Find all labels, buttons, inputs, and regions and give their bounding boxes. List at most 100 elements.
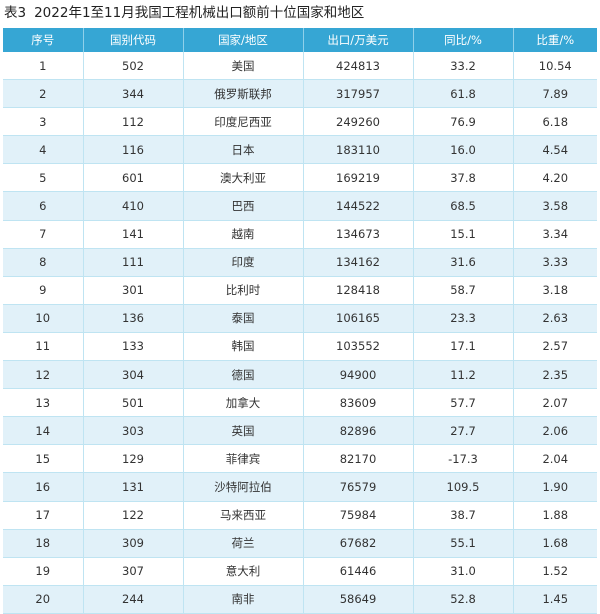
cell-index: 16 (3, 472, 84, 502)
cell-country: 马来西亚 (183, 501, 304, 530)
cell-country-code: 122 (83, 501, 184, 530)
cell-country: 巴西 (183, 191, 304, 221)
cell-country-code: 502 (83, 52, 184, 81)
table-row: 12 304 德国 94900 11.2 2.35 (3, 360, 597, 390)
table-row: 13 501 加拿大 83609 57.7 2.07 (3, 388, 597, 418)
table-caption: 表3 2022年1至11月我国工程机械出口额前十位国家和地区 (4, 2, 364, 24)
cell-country: 德国 (183, 360, 304, 390)
cell-share: 3.18 (513, 276, 597, 305)
cell-country: 越南 (183, 220, 304, 249)
cell-yoy: 16.0 (413, 135, 514, 165)
table-row: 1 502 美国 424813 33.2 10.54 (3, 52, 597, 81)
cell-country-code: 303 (83, 416, 184, 446)
table-caption-title: 2022年1至11月我国工程机械出口额前十位国家和地区 (34, 5, 365, 21)
header-country: 国家/地区 (183, 28, 304, 52)
cell-country: 荷兰 (183, 529, 304, 558)
cell-share: 1.88 (513, 501, 597, 530)
cell-index: 17 (3, 501, 84, 530)
cell-country: 比利时 (183, 276, 304, 305)
cell-share: 2.57 (513, 332, 597, 362)
cell-country-code: 309 (83, 529, 184, 558)
cell-index: 1 (3, 52, 84, 81)
cell-yoy: 31.6 (413, 248, 514, 277)
cell-country-code: 410 (83, 191, 184, 221)
cell-yoy: 37.8 (413, 163, 514, 193)
cell-export-value: 67682 (303, 529, 414, 558)
table-row: 16 131 沙特阿拉伯 76579 109.5 1.90 (3, 472, 597, 502)
cell-country: 印度尼西亚 (183, 107, 304, 137)
cell-yoy: 55.1 (413, 529, 514, 558)
cell-export-value: 82896 (303, 416, 414, 446)
cell-yoy: 33.2 (413, 52, 514, 81)
cell-index: 7 (3, 220, 84, 249)
cell-index: 4 (3, 135, 84, 165)
cell-index: 9 (3, 276, 84, 305)
table-row: 11 133 韩国 103552 17.1 2.57 (3, 332, 597, 362)
cell-share: 10.54 (513, 52, 597, 81)
table-row: 10 136 泰国 106165 23.3 2.63 (3, 304, 597, 333)
cell-country: 沙特阿拉伯 (183, 472, 304, 502)
cell-country: 日本 (183, 135, 304, 165)
cell-export-value: 106165 (303, 304, 414, 333)
cell-yoy: 109.5 (413, 472, 514, 502)
cell-yoy: 23.3 (413, 304, 514, 333)
table-row: 18 309 荷兰 67682 55.1 1.68 (3, 529, 597, 558)
cell-yoy: 68.5 (413, 191, 514, 221)
cell-export-value: 249260 (303, 107, 414, 137)
cell-yoy: -17.3 (413, 444, 514, 474)
cell-yoy: 11.2 (413, 360, 514, 390)
table-row: 19 307 意大利 61446 31.0 1.52 (3, 557, 597, 586)
table-row: 7 141 越南 134673 15.1 3.34 (3, 220, 597, 249)
cell-export-value: 103552 (303, 332, 414, 362)
cell-share: 4.54 (513, 135, 597, 165)
cell-yoy: 58.7 (413, 276, 514, 305)
table-row: 15 129 菲律宾 82170 -17.3 2.04 (3, 444, 597, 474)
cell-yoy: 31.0 (413, 557, 514, 586)
table-caption-label: 表3 (4, 5, 27, 21)
table-row: 4 116 日本 183110 16.0 4.54 (3, 135, 597, 165)
cell-yoy: 76.9 (413, 107, 514, 137)
cell-country: 菲律宾 (183, 444, 304, 474)
cell-share: 1.52 (513, 557, 597, 586)
table-row: 6 410 巴西 144522 68.5 3.58 (3, 191, 597, 221)
cell-country: 澳大利亚 (183, 163, 304, 193)
cell-country-code: 601 (83, 163, 184, 193)
cell-index: 19 (3, 557, 84, 586)
cell-country: 加拿大 (183, 388, 304, 418)
cell-share: 2.06 (513, 416, 597, 446)
cell-index: 15 (3, 444, 84, 474)
cell-share: 4.20 (513, 163, 597, 193)
cell-yoy: 17.1 (413, 332, 514, 362)
cell-share: 6.18 (513, 107, 597, 137)
cell-country-code: 344 (83, 79, 184, 109)
cell-country-code: 133 (83, 332, 184, 362)
cell-export-value: 82170 (303, 444, 414, 474)
cell-country-code: 131 (83, 472, 184, 502)
cell-share: 1.45 (513, 585, 597, 614)
cell-index: 20 (3, 585, 84, 614)
cell-index: 10 (3, 304, 84, 333)
cell-country: 南非 (183, 585, 304, 614)
cell-export-value: 134162 (303, 248, 414, 277)
cell-country-code: 141 (83, 220, 184, 249)
cell-export-value: 58649 (303, 585, 414, 614)
export-table: 序号 国别代码 国家/地区 出口/万美元 同比/% 比重/% 1 502 美国 424… (3, 28, 597, 614)
cell-country-code: 304 (83, 360, 184, 390)
cell-country: 意大利 (183, 557, 304, 586)
cell-country: 俄罗斯联邦 (183, 79, 304, 109)
header-share: 比重/% (513, 28, 597, 52)
cell-country: 印度 (183, 248, 304, 277)
cell-yoy: 52.8 (413, 585, 514, 614)
cell-country-code: 301 (83, 276, 184, 305)
cell-index: 14 (3, 416, 84, 446)
cell-index: 8 (3, 248, 84, 277)
cell-yoy: 38.7 (413, 501, 514, 530)
cell-share: 7.89 (513, 79, 597, 109)
cell-export-value: 183110 (303, 135, 414, 165)
cell-export-value: 75984 (303, 501, 414, 530)
cell-share: 3.34 (513, 220, 597, 249)
cell-yoy: 27.7 (413, 416, 514, 446)
cell-country-code: 111 (83, 248, 184, 277)
cell-country-code: 129 (83, 444, 184, 474)
cell-yoy: 15.1 (413, 220, 514, 249)
